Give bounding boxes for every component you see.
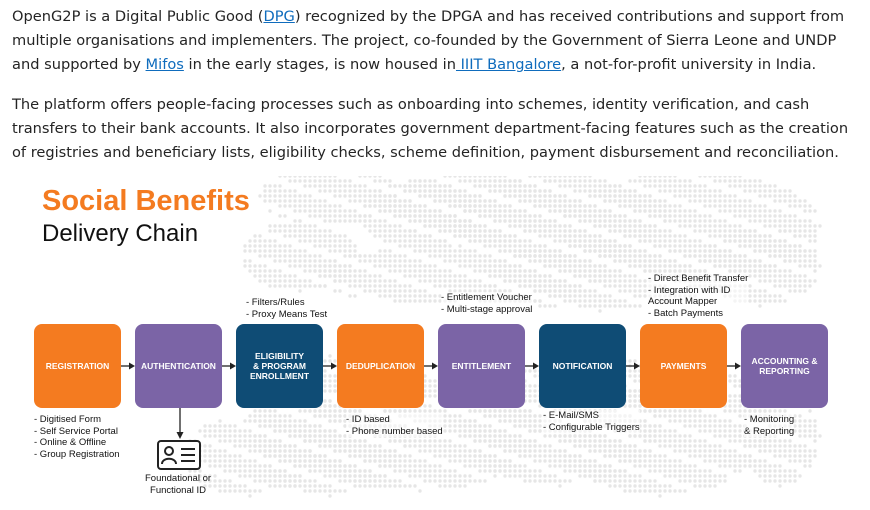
payments-notes: - Direct Benefit Transfer - Integration … bbox=[648, 273, 749, 319]
arrow-right-icon bbox=[525, 362, 539, 370]
text-segment: ) recognized by the DPGA and has receive… bbox=[12, 8, 845, 73]
registration-notes: - Digitised Form - Self Service Portal -… bbox=[34, 414, 120, 460]
arrow-right-icon bbox=[424, 362, 438, 370]
step-deduplication: DEDUPLICATION bbox=[337, 324, 424, 408]
arrow-right-icon bbox=[323, 362, 337, 370]
dpg-link[interactable]: DPG bbox=[263, 8, 295, 25]
delivery-chain-figure: Social Benefits Delivery Chain REGISTRAT… bbox=[0, 176, 870, 510]
intro-paragraph: OpenG2P is a Digital Public Good (DPG) r… bbox=[12, 5, 860, 77]
arrow-down-icon bbox=[176, 408, 184, 439]
arrow-right-icon bbox=[727, 362, 741, 370]
figure-title-line1: Social Benefits bbox=[42, 185, 250, 217]
arrow-right-icon bbox=[626, 362, 640, 370]
id-card-icon bbox=[157, 440, 201, 470]
step-payments: PAYMENTS bbox=[640, 324, 727, 408]
text-segment: OpenG2P is a Digital Public Good ( bbox=[12, 8, 264, 25]
arrow-right-icon bbox=[121, 362, 135, 370]
text-segment: in the early stages, is now housed in bbox=[183, 56, 456, 73]
step-entitlement: ENTITLEMENT bbox=[438, 324, 525, 408]
deduplication-notes: - ID based - Phone number based bbox=[346, 414, 443, 437]
text-segment: , a not-for-profit university in India. bbox=[561, 56, 817, 73]
step-authentication: AUTHENTICATION bbox=[135, 324, 222, 408]
accounting-notes: - Monitoring & Reporting bbox=[744, 414, 795, 437]
step-eligibility-enrollment: ELIGIBILITY & PROGRAM ENROLLMENT bbox=[236, 324, 323, 408]
arrow-right-icon bbox=[222, 362, 236, 370]
eligibility-notes: - Filters/Rules - Proxy Means Test bbox=[246, 297, 328, 320]
entitlement-notes: - Entitlement Voucher - Multi-stage appr… bbox=[441, 292, 533, 315]
iiit-bangalore-link[interactable]: IIIT Bangalore bbox=[455, 56, 562, 73]
platform-paragraph: The platform offers people-facing proces… bbox=[12, 96, 849, 161]
step-accounting-reporting: ACCOUNTING & REPORTING bbox=[741, 324, 828, 408]
mifos-link[interactable]: Mifos bbox=[145, 56, 184, 73]
figure-title-line2: Delivery Chain bbox=[42, 220, 199, 247]
step-registration: REGISTRATION bbox=[34, 324, 121, 408]
notification-notes: - E-Mail/SMS - Configurable Triggers bbox=[543, 410, 640, 433]
authentication-notes: Foundational or Functional ID bbox=[145, 473, 212, 496]
step-notification: NOTIFICATION bbox=[539, 324, 626, 408]
